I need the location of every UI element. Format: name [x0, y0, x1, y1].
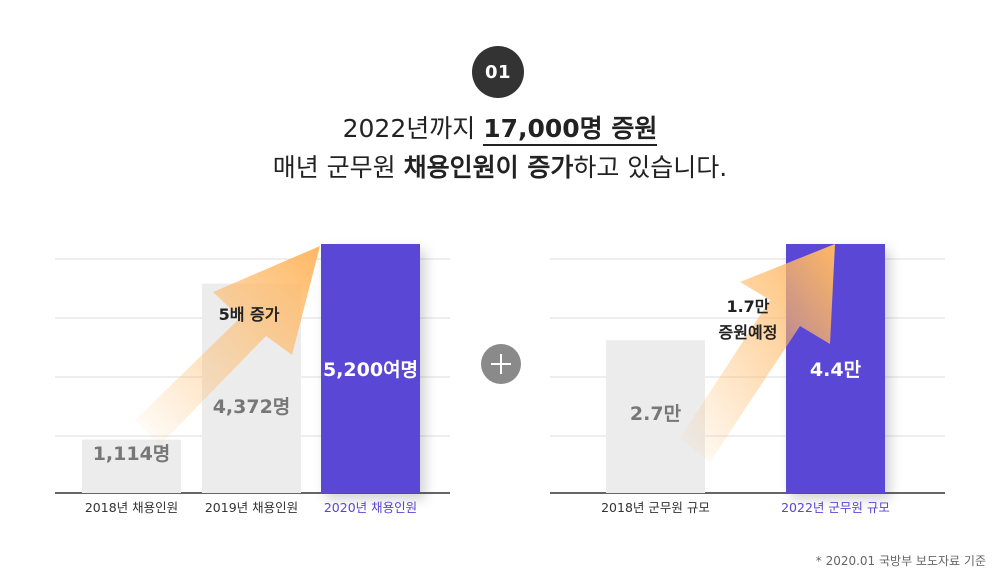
headline-line-2: 매년 군무원 채용인원이 증가하고 있습니다. — [0, 149, 1000, 187]
x-tick-label: 2019년 채용인원 — [205, 500, 298, 515]
headline-line-2-suffix: 하고 있습니다. — [573, 153, 728, 182]
bar — [321, 244, 420, 493]
x-tick-label: 2018년 채용인원 — [85, 500, 178, 515]
x-tick-label: 2018년 군무원 규모 — [601, 500, 710, 515]
growth-arrow — [680, 244, 835, 462]
growth-annotation: 1.7만 — [726, 297, 769, 316]
bar — [82, 439, 181, 493]
plus-icon — [481, 344, 521, 384]
bar-data-label: 4,372명 — [213, 396, 291, 418]
growth-annotation: 증원예정 — [719, 323, 778, 342]
headline-line-1-emphasis: 17,000명 증원 — [483, 114, 658, 146]
bar-data-label: 5,200여명 — [323, 359, 418, 381]
headline-line-2-text: 매년 군무원 — [272, 153, 404, 182]
chart-hiring: 1,114명 4,372명 5,200여명 2018년 채용인원 2019년 채용인원 2… — [55, 244, 450, 515]
x-tick-label: 2022년 군무원 규모 — [781, 500, 890, 515]
growth-arrow — [135, 246, 320, 445]
headline-line-2-emphasis: 채용인원이 증가 — [403, 153, 574, 182]
section-number-badge: 01 — [472, 46, 524, 98]
headline: 2022년까지 17,000명 증원 매년 군무원 채용인원이 증가하고 있습니… — [0, 112, 1000, 187]
headline-line-1: 2022년까지 17,000명 증원 — [0, 112, 1000, 146]
bar-data-label: 4.4만 — [810, 359, 862, 381]
x-tick-label: 2020년 채용인원 — [324, 500, 417, 515]
bar — [606, 340, 705, 493]
bar-data-label: 1,114명 — [93, 443, 171, 465]
growth-annotation: 5배 증가 — [219, 305, 280, 324]
bar-data-label: 2.7만 — [630, 403, 682, 425]
headline-line-1-text: 2022년까지 — [342, 114, 484, 143]
source-note: * 2020.01 국방부 보도자료 기준 — [815, 554, 986, 568]
